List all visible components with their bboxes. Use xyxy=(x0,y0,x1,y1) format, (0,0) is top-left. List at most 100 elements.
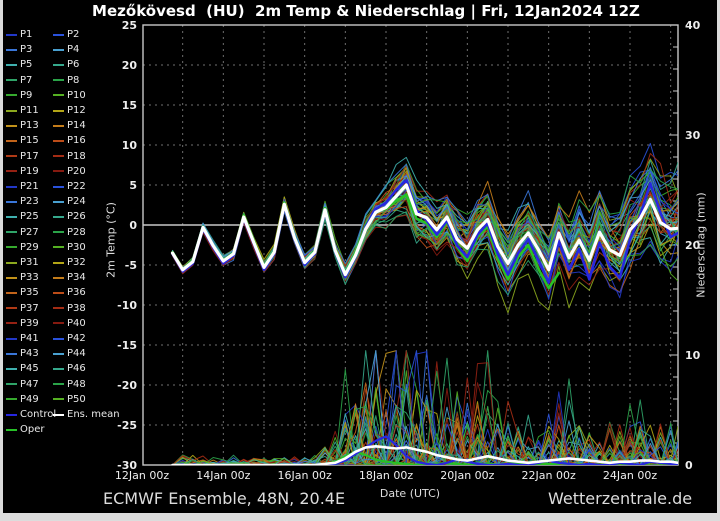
legend-item-label: P49 xyxy=(20,393,39,405)
legend-item-member: P26 xyxy=(53,211,86,222)
y-tick-label-left: 10 xyxy=(122,139,138,152)
legend-item-label: P21 xyxy=(20,181,39,192)
legend-item-member: P47 xyxy=(6,379,39,390)
legend-line-swatch xyxy=(53,276,64,279)
legend-item-label: P15 xyxy=(20,135,39,147)
legend-item-label: P22 xyxy=(67,181,86,192)
y-tick-label-left: -5 xyxy=(125,259,137,272)
legend-item-label: P23 xyxy=(20,196,39,208)
ensemble-member-precip-line xyxy=(172,350,678,465)
legend-item-member: P32 xyxy=(53,257,86,268)
x-tick-label: 12Jan 00z xyxy=(115,469,169,482)
legend-item-member: P41 xyxy=(6,333,39,344)
ensemble-legend: P1 P2 P3 P4 P5 P6 P7 P8 P9 P10 P11 P12 P13 P14 P15 P16 P… xyxy=(0,0,120,460)
legend-item-member: P39 xyxy=(6,318,39,329)
legend-item-member: P37 xyxy=(6,303,39,314)
legend-item-label: P18 xyxy=(67,150,86,162)
ens-mean-precip-line xyxy=(171,444,678,465)
y-axis-title-right: Niederschlag (mm) xyxy=(694,192,708,298)
legend-line-swatch xyxy=(53,139,64,142)
legend-line-swatch xyxy=(53,94,64,97)
legend-item-ens-mean: Ens. mean xyxy=(53,409,120,420)
legend-item-label: P12 xyxy=(67,105,86,116)
legend-line-swatch xyxy=(6,231,17,234)
legend-item-label: P4 xyxy=(67,44,80,56)
legend-item-member: P24 xyxy=(53,196,86,207)
legend-line-swatch xyxy=(6,215,17,218)
legend-item-label: P19 xyxy=(20,165,39,177)
legend-item-member: P20 xyxy=(53,166,86,177)
y-tick-label-left: 0 xyxy=(129,219,137,232)
y-tick-label-left: 25 xyxy=(122,19,137,32)
legend-item-label: P3 xyxy=(20,44,33,56)
ensemble-member-temp-line xyxy=(172,181,678,283)
legend-item-member: P36 xyxy=(53,287,86,298)
y-tick-label-left: 20 xyxy=(122,59,138,72)
legend-item-member: P22 xyxy=(53,181,86,192)
legend-item-label: P47 xyxy=(20,378,39,390)
legend-item-member: P8 xyxy=(53,75,79,86)
y-tick-label-right: 0 xyxy=(685,459,693,472)
legend-item-member: P43 xyxy=(6,348,39,359)
x-axis-title: Date (UTC) xyxy=(379,487,441,500)
legend-line-swatch xyxy=(53,155,64,158)
legend-line-swatch xyxy=(6,200,17,203)
legend-line-swatch xyxy=(53,109,64,112)
legend-item-control: Control xyxy=(6,409,56,420)
legend-line-swatch xyxy=(6,398,17,401)
legend-item-label: P33 xyxy=(20,272,39,284)
legend-item-member: P40 xyxy=(53,318,86,329)
legend-line-swatch xyxy=(53,398,64,401)
legend-line-swatch xyxy=(53,63,64,66)
legend-line-swatch xyxy=(6,383,17,386)
legend-line-swatch xyxy=(53,200,64,203)
y-tick-label-right: 40 xyxy=(685,19,701,32)
ens-mean-temp-line xyxy=(170,183,678,277)
legend-item-label: P44 xyxy=(67,348,86,360)
legend-line-swatch xyxy=(53,413,64,416)
legend-item-label: P36 xyxy=(67,287,86,299)
legend-line-swatch xyxy=(6,322,17,325)
chart-title: Mezőkövesd (HU) 2m Temp & Niederschlag |… xyxy=(92,2,640,20)
legend-item-member: P44 xyxy=(53,348,86,359)
legend-item-label: P20 xyxy=(67,165,86,177)
legend-item-label: P6 xyxy=(67,59,80,71)
legend-line-swatch xyxy=(53,322,64,325)
y-tick-label-right: 10 xyxy=(685,349,701,362)
y-tick-label-right: 20 xyxy=(685,239,701,252)
legend-item-label: P16 xyxy=(67,135,86,147)
legend-line-swatch xyxy=(53,185,64,188)
legend-item-member: P7 xyxy=(6,75,32,86)
legend-item-label: P28 xyxy=(67,226,86,238)
ensemble-member-precip-line xyxy=(172,443,678,465)
legend-item-member: P11 xyxy=(6,105,39,116)
legend-line-swatch xyxy=(6,109,17,112)
legend-item-member: P1 xyxy=(6,29,32,40)
legend-line-swatch xyxy=(6,261,17,264)
legend-line-swatch xyxy=(6,48,17,51)
legend-item-member: P23 xyxy=(6,196,39,207)
legend-item-label: P35 xyxy=(20,287,39,299)
legend-item-member: P10 xyxy=(53,90,86,101)
legend-line-swatch xyxy=(53,261,64,264)
legend-item-member: P31 xyxy=(6,257,39,268)
legend-item-member: P16 xyxy=(53,135,86,146)
legend-item-label: P29 xyxy=(20,241,39,253)
y-tick-label-right: 30 xyxy=(685,129,701,142)
legend-item-label: P25 xyxy=(20,211,39,223)
legend-item-member: P45 xyxy=(6,363,39,374)
ensemble-member-precip-line xyxy=(172,401,678,465)
legend-line-swatch xyxy=(6,170,17,173)
footer-source-text: ECMWF Ensemble, 48N, 20.4E xyxy=(103,489,346,508)
legend-item-member: P48 xyxy=(53,379,86,390)
legend-item-label: P24 xyxy=(67,196,86,208)
legend-item-member: P42 xyxy=(53,333,86,344)
legend-item-label: P34 xyxy=(67,272,86,284)
legend-item-label: P11 xyxy=(20,105,39,116)
legend-item-label: P14 xyxy=(67,120,86,132)
legend-line-swatch xyxy=(6,352,17,355)
legend-item-member: P15 xyxy=(6,135,39,146)
legend-item-label: Ens. mean xyxy=(67,409,120,420)
